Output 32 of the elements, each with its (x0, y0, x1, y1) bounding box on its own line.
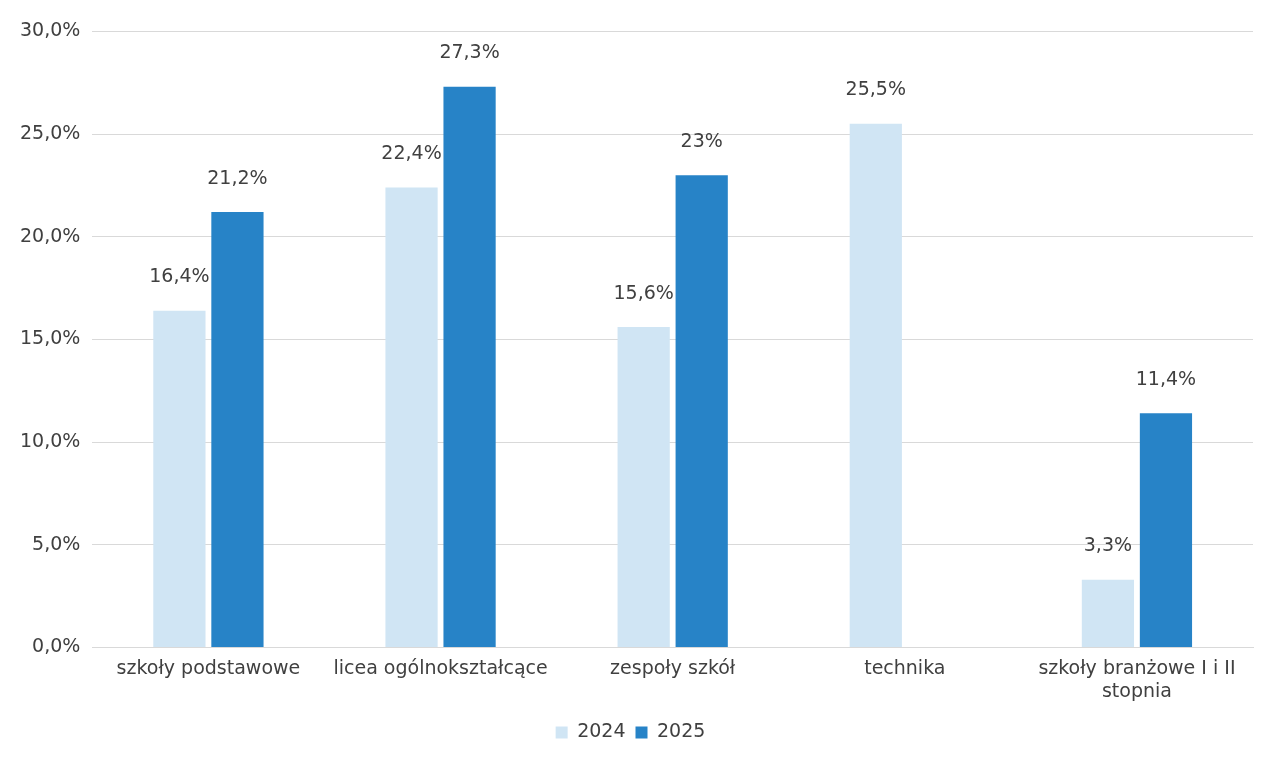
x-tick-label: zespoły szkół (610, 655, 736, 678)
data-label: 3,3% (1083, 533, 1133, 556)
data-label: 22,4% (381, 140, 442, 163)
data-label: 27,3% (439, 40, 500, 63)
bar (211, 212, 264, 647)
y-tick-label: 30,0% (20, 18, 81, 41)
bar (617, 327, 670, 647)
bar (1139, 413, 1193, 647)
x-tick-label: szkoły branżowe I i II stopnia (1038, 655, 1236, 701)
y-tick-label: 5,0% (32, 531, 81, 554)
bar (153, 310, 206, 647)
y-tick-label: 10,0% (20, 429, 81, 451)
data-label: 11,4% (1135, 366, 1197, 389)
x-tick-label: licea ogólnokształcące (333, 655, 548, 678)
data-label: 15,6% (613, 280, 674, 303)
x-tick-label: szkoły podstawowe (116, 655, 301, 678)
y-tick-label: 20,0% (20, 223, 81, 246)
x-tick-label: technika (864, 655, 946, 678)
legend-label: 2024 (577, 719, 626, 742)
bar (443, 86, 496, 647)
bar (1081, 579, 1135, 647)
y-tick-label: 0,0% (32, 634, 81, 657)
y-tick-label: 25,0% (20, 121, 81, 143)
data-label: 16,4% (149, 264, 210, 287)
legend-label: 2025 (657, 719, 706, 742)
bar (385, 187, 438, 647)
data-label: 21,2% (207, 165, 268, 188)
y-tick-label: 15,0% (20, 326, 81, 349)
bar (675, 175, 728, 647)
data-label: 25,5% (845, 77, 906, 100)
data-label: 23% (680, 128, 723, 151)
bar (849, 123, 902, 647)
